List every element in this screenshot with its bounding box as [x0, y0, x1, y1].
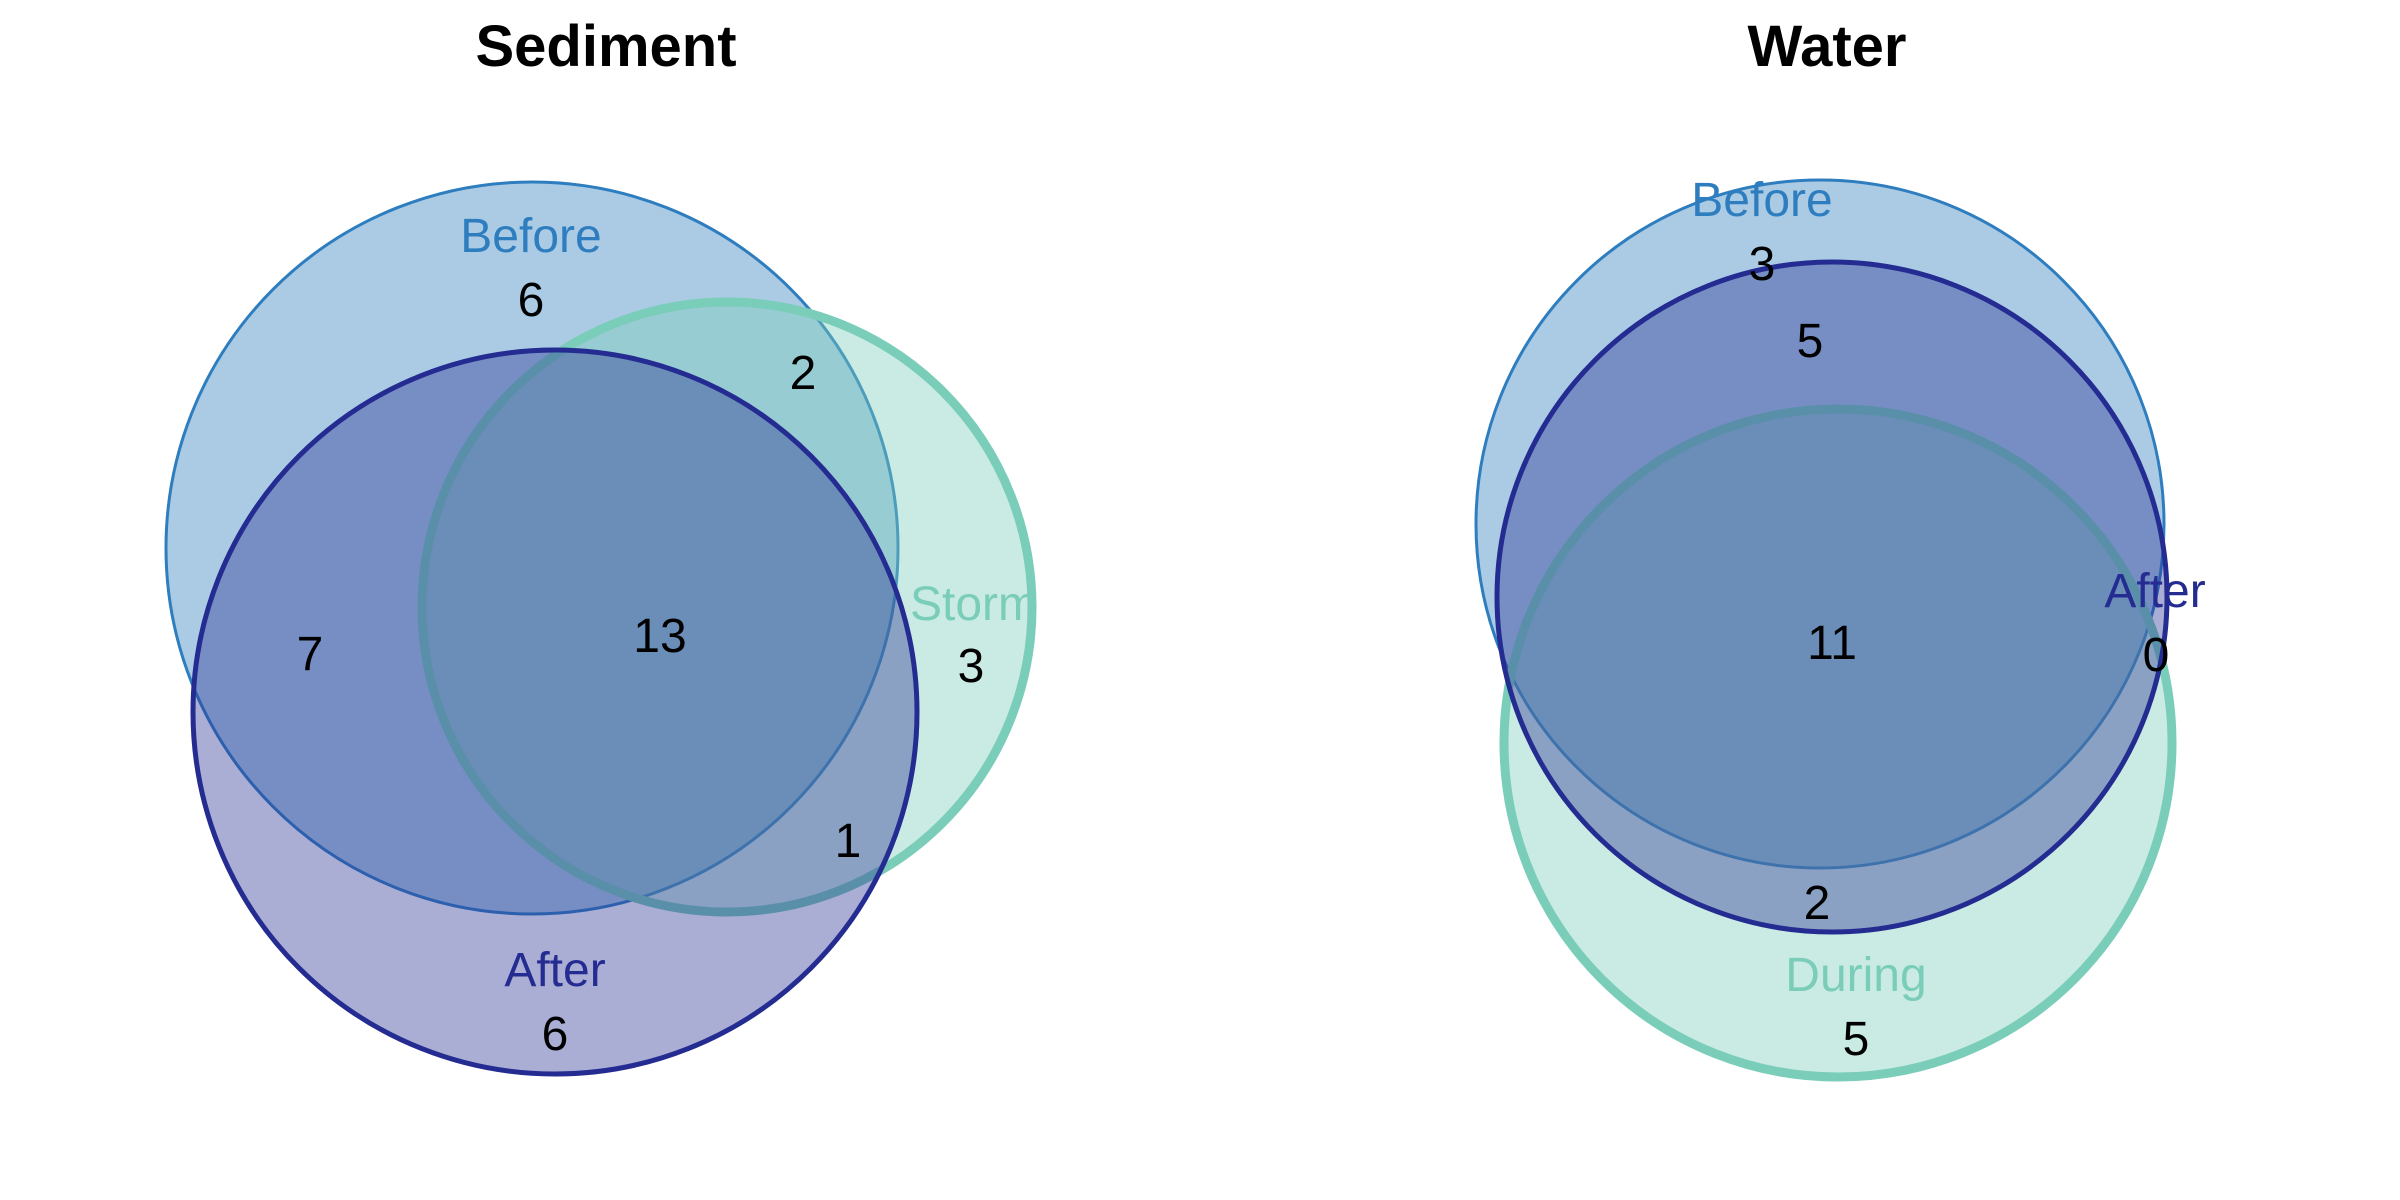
- water-before-only-count: 3: [1749, 238, 1776, 291]
- sediment-storm-after-count: 1: [835, 815, 862, 868]
- sediment-storm-label: Storm: [910, 578, 1038, 631]
- sediment-venn: Sediment Before Storm After 6 2 7 13 3 1…: [164, 14, 1038, 1077]
- water-all-three-count: 11: [1807, 617, 1857, 670]
- sediment-before-only-count: 6: [518, 274, 545, 327]
- sediment-after-circle: [190, 347, 920, 1077]
- sediment-storm-circle: [417, 297, 1037, 917]
- water-title: Water: [1748, 14, 1907, 79]
- water-during-circle: [1499, 404, 2177, 1082]
- sediment-before-after-count: 7: [297, 628, 324, 681]
- sediment-after-label: After: [504, 944, 605, 997]
- water-after-circle: [1494, 259, 2170, 935]
- sediment-before-label: Before: [460, 210, 601, 263]
- water-before-circle: [1474, 178, 2166, 870]
- water-before-label: Before: [1691, 174, 1832, 227]
- water-during-label: During: [1785, 949, 1926, 1002]
- water-after-label: After: [2104, 565, 2205, 618]
- sediment-before-storm-count: 2: [790, 347, 817, 400]
- water-after-only-count: 0: [2143, 629, 2170, 682]
- sediment-before-circle: [164, 180, 900, 916]
- water-during-only-count: 5: [1843, 1013, 1870, 1066]
- sediment-after-only-count: 6: [542, 1008, 569, 1061]
- sediment-all-three-count: 13: [633, 610, 686, 663]
- water-before-after-count: 5: [1797, 315, 1824, 368]
- water-venn: Water Before After During 3 5 11 0 2 5: [1474, 14, 2206, 1082]
- water-after-during-count: 2: [1804, 877, 1831, 930]
- sediment-storm-only-count: 3: [958, 640, 985, 693]
- sediment-title: Sediment: [475, 14, 736, 79]
